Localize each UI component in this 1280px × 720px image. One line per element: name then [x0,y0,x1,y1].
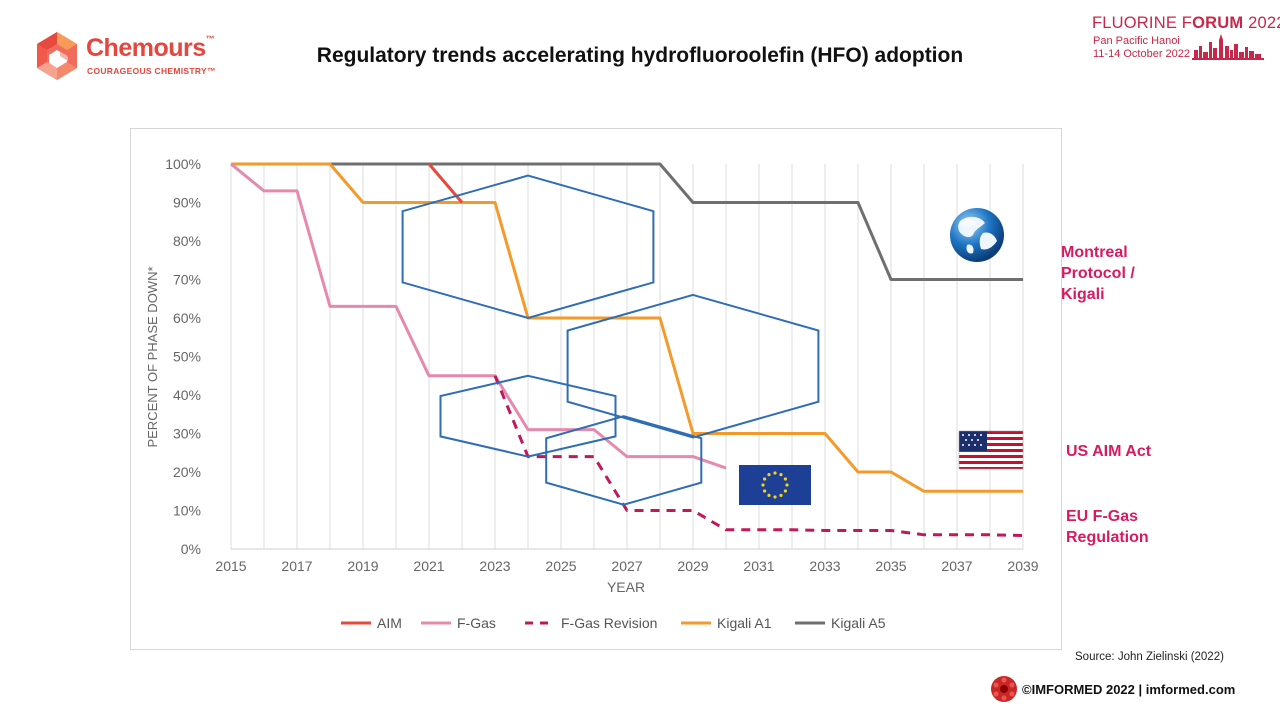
x-tick-label: 2031 [743,558,774,574]
us-flag-icon [958,430,1024,470]
eu-star [767,493,771,497]
y-tick-label: 10% [173,503,201,519]
x-tick-label: 2029 [677,558,708,574]
x-tick-label: 2025 [545,558,576,574]
y-tick-label: 60% [173,310,201,326]
eu-flag-icon [739,465,811,505]
y-tick-label: 30% [173,426,201,442]
forum-title: FLUORINE FORUM 2022 [1092,14,1280,32]
forum-dates: 11-14 October 2022 [1093,48,1191,60]
eu-star [779,493,783,497]
imformed-footer: ©IMFORMED 2022 | imformed.com [990,675,1270,703]
eu-star [767,473,771,477]
y-tick-label: 0% [181,541,201,557]
x-tick-label: 2027 [611,558,642,574]
x-tick-label: 2039 [1007,558,1038,574]
chart-panel: 2015 2017 2019 2021 2023 2025 2027 2029 2031 2033… [130,128,1062,650]
imformed-logo-icon [991,676,1017,702]
chemours-logo: Chemours™ COURAGEOUS CHEMISTRY™ [32,30,232,86]
skyline-icon [1192,34,1264,60]
y-tick-label: 100% [165,156,201,172]
eu-star [763,489,767,493]
legend-label: Kigali A1 [717,615,772,631]
label-eu-line2: Regulation [1066,529,1149,546]
eu-star [773,495,777,499]
y-tick-label: 20% [173,464,201,480]
phase-down-chart: 2015 2017 2019 2021 2023 2025 2027 2029 2031 2033… [145,156,1039,631]
series-line-kigali-a5 [330,162,1023,281]
x-axis-title: YEAR [607,579,645,595]
fluorine-forum-logo: FLUORINE FORUM 2022 Pan Pacific Hanoi 11… [1092,14,1280,62]
y-tick-label: 40% [173,387,201,403]
x-tick-label: 2017 [281,558,312,574]
legend-label: Kigali A5 [831,615,886,631]
x-tick-label: 2023 [479,558,510,574]
eu-star [783,477,787,481]
y-tick-label: 70% [173,272,201,288]
legend-label: F-Gas Revision [561,615,657,631]
brand-name: Chemours™ [86,34,215,62]
label-montreal-line1: Montreal [1061,244,1128,261]
series-line-f-gas [230,162,727,470]
y-tick-label: 90% [173,195,201,211]
series-line-f-gas-revision [493,375,1024,537]
x-tick-label: 2019 [347,558,378,574]
globe-icon [950,208,1004,262]
highlight-hexagon [545,415,703,506]
legend-label: F-Gas [457,615,496,631]
series-line-kigali-a1 [231,162,1023,493]
x-tick-label: 2033 [809,558,840,574]
label-montreal-protocol: Montreal Protocol / Kigali [1061,242,1135,305]
chemours-logo-mark [37,32,77,80]
label-eu-line1: EU F-Gas [1066,508,1139,525]
x-tick-label: 2037 [941,558,972,574]
x-tick-label: 2015 [215,558,246,574]
eu-star [779,473,783,477]
x-tick-label: 2035 [875,558,906,574]
legend-label: AIM [377,615,402,631]
eu-star [783,489,787,493]
label-montreal-line3: Kigali [1061,286,1105,303]
x-tick-label: 2021 [413,558,444,574]
label-montreal-line2: Protocol / [1061,265,1135,282]
source-note: Source: John Zielinski (2022) [1075,651,1224,663]
highlight-hexagon [401,174,655,320]
copyright-text: ©IMFORMED 2022 | imformed.com [1022,682,1236,697]
eu-star [763,477,767,481]
y-tick-label: 80% [173,233,201,249]
label-eu-fgas: EU F-Gas Regulation [1066,506,1149,548]
y-tick-label: 50% [173,349,201,365]
highlight-hexagon [439,374,617,458]
eu-star [761,483,765,487]
highlight-hexagon [566,293,820,439]
label-us-aim-act: US AIM Act [1066,443,1152,460]
brand-tagline: COURAGEOUS CHEMISTRY™ [87,66,216,76]
slide-title: Regulatory trends accelerating hydrofluo… [316,44,964,67]
eu-star [773,471,777,475]
forum-venue: Pan Pacific Hanoi [1093,35,1180,47]
y-axis-title: PERCENT OF PHASE DOWN* [145,266,160,447]
eu-star [785,483,789,487]
